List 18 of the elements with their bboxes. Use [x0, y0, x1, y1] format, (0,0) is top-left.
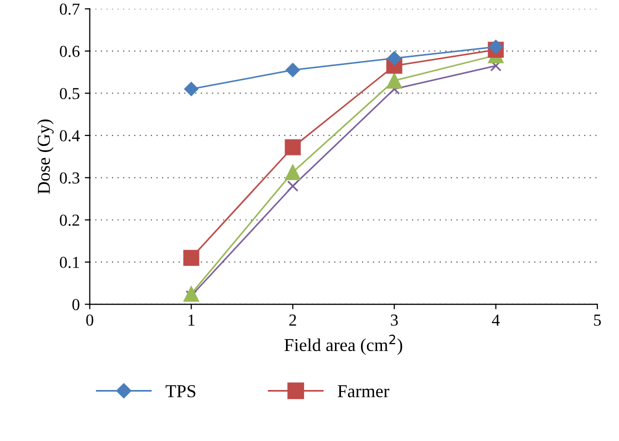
- x-axis-title: Field area (cm$^{2}$): [284, 334, 402, 355]
- y-tick-label: 0.2: [60, 214, 80, 226]
- legend-label: TPS: [166, 385, 196, 398]
- y-tick-label: 0.3: [60, 172, 80, 184]
- x-tick-label: 3: [390, 314, 398, 326]
- y-axis-title: Dose (Gy): [37, 119, 54, 194]
- y-tick-label: 0.5: [60, 88, 80, 100]
- y-tick-label: 0.6: [60, 46, 80, 58]
- y-tick-label: 0.7: [60, 4, 80, 15]
- x-tick-label: 2: [289, 314, 296, 326]
- x-tick-label: 0: [86, 314, 94, 326]
- y-tick-label: 0.4: [60, 130, 80, 142]
- legend-label: Farmer: [338, 385, 390, 398]
- x-tick-label: 5: [594, 314, 601, 326]
- y-tick-label: 0.1: [60, 256, 80, 268]
- y-tick-label: 0: [72, 298, 80, 310]
- x-tick-label: 4: [492, 314, 500, 326]
- x-tick-label: 1: [188, 314, 194, 326]
